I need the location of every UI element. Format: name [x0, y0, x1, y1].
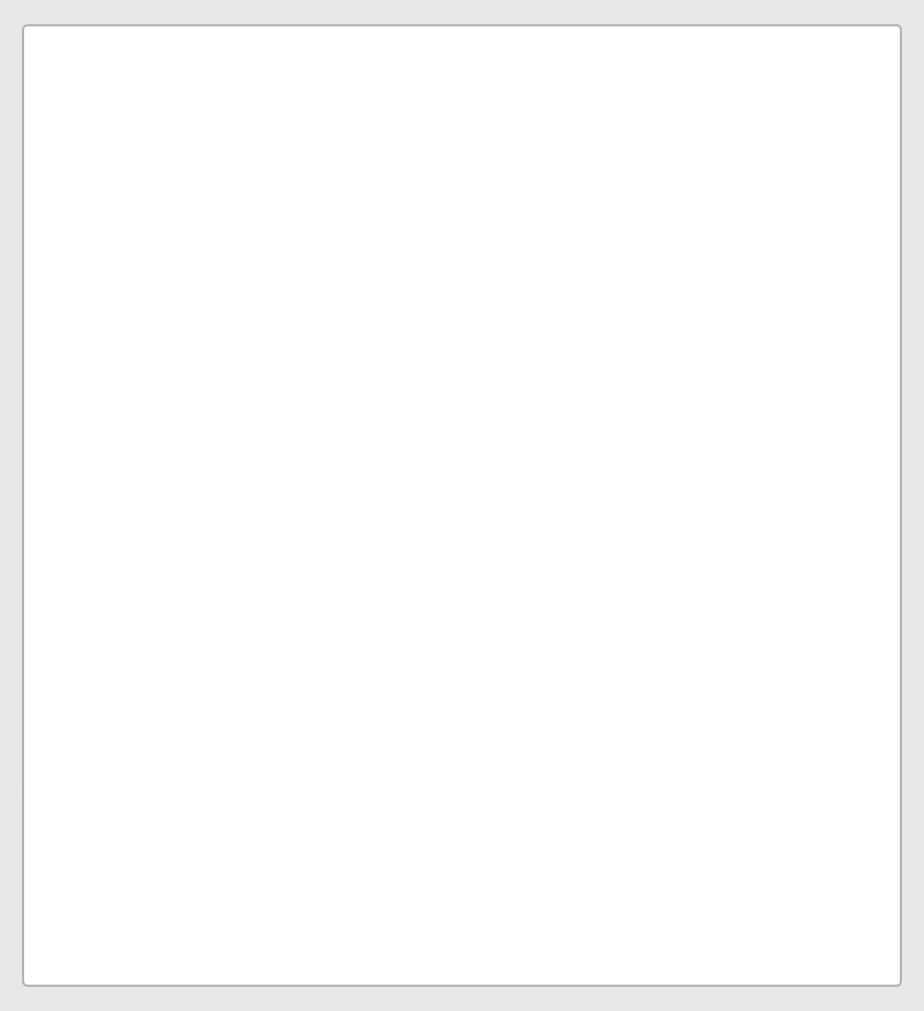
Text: 1  In each of these right triangles, find: 1 In each of these right triangles, find: [65, 45, 518, 70]
Bar: [824, 487, 841, 506]
Text: a: a: [65, 192, 80, 216]
Text: Find Â.: Find Â.: [65, 912, 174, 936]
Text: 4  In △ABC, B̂ = 135° and Ĉ = 25°.: 4 In △ABC, B̂ = 135° and Ĉ = 25°.: [65, 871, 474, 896]
Text: x km: x km: [857, 360, 902, 378]
Text: b: b: [490, 192, 506, 216]
Text: e: e: [20, 780, 35, 805]
Text: of angle y.: of angle y.: [65, 632, 216, 656]
Text: x km: x km: [149, 350, 193, 368]
Text: 5 km: 5 km: [643, 534, 687, 552]
Polygon shape: [65, 481, 100, 506]
Text: y°: y°: [106, 462, 125, 480]
Text: 2  For the triangles in question 1, find the size: 2 For the triangles in question 1, find …: [65, 591, 610, 616]
Text: 13 km: 13 km: [193, 534, 250, 552]
Text: the length of side x.: the length of side x.: [65, 86, 332, 110]
Text: 7 km: 7 km: [597, 350, 641, 368]
Text: 3  Find the area of a triangle with base 6 cm: 3 Find the area of a triangle with base …: [65, 780, 585, 805]
Text: 9 km: 9 km: [399, 360, 444, 378]
Text: and height 12.5 cm.: and height 12.5 cm.: [65, 821, 330, 845]
Polygon shape: [817, 233, 841, 265]
Text: y°: y°: [785, 248, 804, 266]
Bar: [362, 487, 379, 506]
